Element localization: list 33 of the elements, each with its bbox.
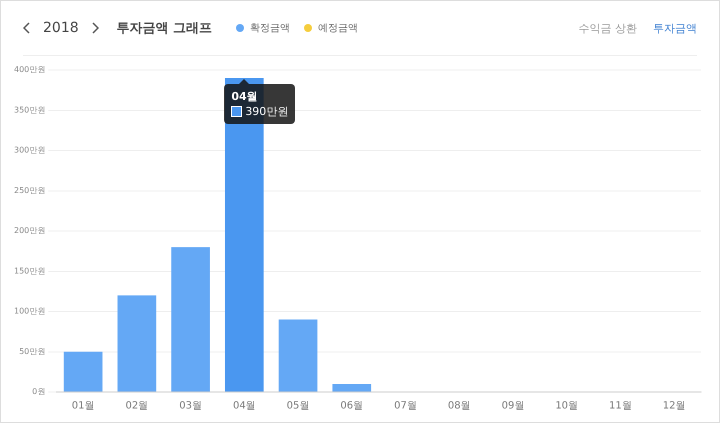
y-tick-label: 250만원 [14, 186, 46, 195]
y-tick-label: 0원 [32, 387, 46, 396]
x-tick-label: 06월 [340, 400, 364, 412]
y-tick-label: 300만원 [14, 146, 46, 155]
bar [171, 247, 210, 392]
y-tick-label: 150만원 [14, 266, 46, 276]
x-tick-label: 09월 [502, 400, 524, 412]
legend-label: 확정금액 [250, 22, 290, 35]
bar [118, 295, 156, 392]
bar [278, 320, 318, 392]
legend-label: 예정금액 [318, 22, 358, 35]
bar [332, 384, 372, 392]
x-tick-label: 02월 [125, 400, 148, 412]
y-tick-label: 50만원 [19, 346, 46, 356]
chart-title: 투자금액 그래프 [116, 20, 212, 37]
x-tick-label: 08월 [448, 400, 471, 412]
chart-subtitle: 2018 [43, 20, 79, 36]
x-tick-label: 10월 [555, 400, 578, 412]
x-tick-label: 07월 [394, 400, 417, 412]
text: 투자금액 [653, 20, 697, 36]
x-tick-label: 11월 [609, 400, 632, 412]
y-tick-label: 200만원 [14, 226, 46, 236]
y-tick-label: 400만원 [14, 65, 46, 74]
x-tick-label: 01월 [72, 400, 94, 412]
text: 수익금 상환 [578, 20, 637, 36]
y-tick-label: 350만원 [14, 105, 46, 114]
y-tick-label: 100만원 [14, 306, 46, 316]
x-tick-label: 12월 [662, 400, 686, 412]
bar [64, 352, 102, 392]
annotation: 04월 390만원 [231, 89, 288, 120]
x-tick-label: 04월 [232, 400, 256, 412]
x-tick-label: 03월 [179, 400, 202, 412]
x-tick-label: 05월 [286, 400, 310, 412]
